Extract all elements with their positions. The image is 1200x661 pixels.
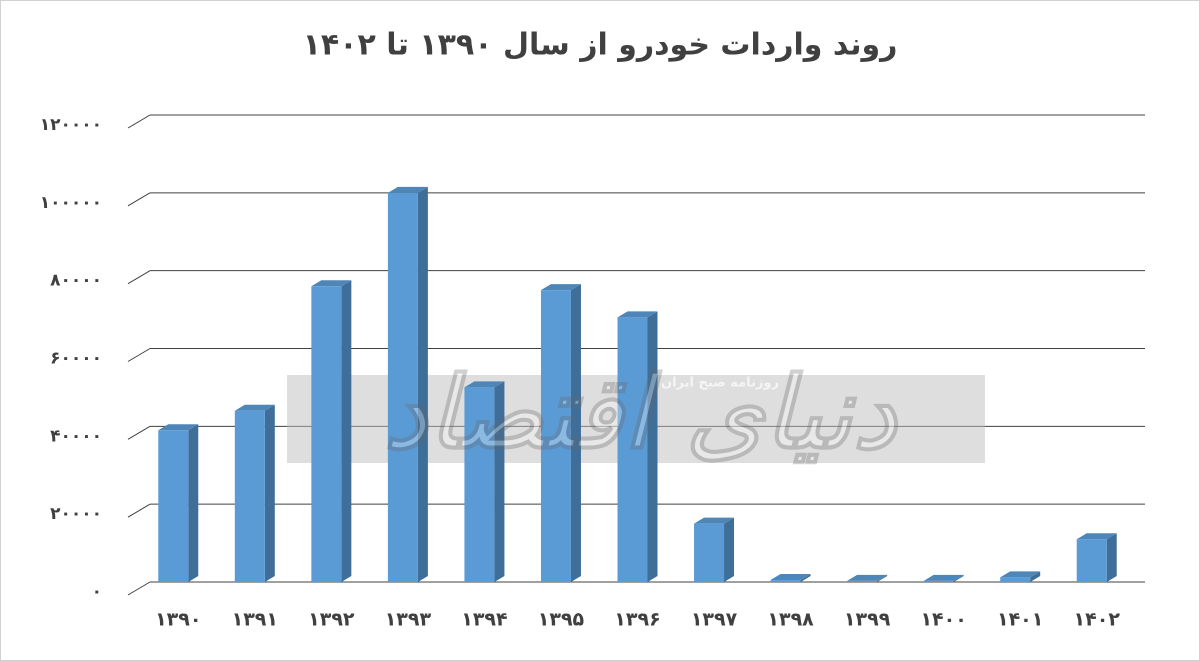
bar: [387, 192, 418, 583]
bar-side: [800, 574, 811, 582]
bar-side: [264, 404, 275, 582]
grid-stub: [127, 581, 151, 596]
chart-title: روند واردات خودرو از سال ۱۳۹۰ تا ۱۴۰۲: [303, 28, 898, 63]
y-tick-label: ۰: [92, 582, 102, 602]
bar-top: [464, 381, 505, 388]
x-tick-label: ۱۳۹۹: [844, 609, 891, 631]
bar: [311, 286, 342, 582]
y-tick-label: ۸۰۰۰۰: [50, 271, 102, 291]
bar-top: [158, 424, 199, 431]
bar: [158, 430, 189, 582]
bar-side: [494, 381, 505, 582]
grid-stub: [127, 114, 151, 129]
watermark-tagline: روزنامه صبح ایران: [661, 376, 779, 391]
bar-top: [311, 280, 352, 287]
bar: [1076, 539, 1107, 582]
bar-side: [341, 280, 352, 582]
bar: [1000, 577, 1031, 582]
x-tick-label: ۱۳۹۳: [385, 609, 432, 631]
grid-stub: [127, 348, 151, 362]
bar-side: [188, 424, 199, 582]
bar: [694, 523, 725, 582]
bar-top: [617, 311, 658, 318]
grid-stub: [127, 503, 151, 518]
x-tick-label: ۱۳۹۲: [308, 609, 355, 631]
bar-top: [694, 517, 735, 524]
x-tick-label: ۱۳۹۷: [691, 609, 738, 631]
x-tick-label: ۱۳۹۰: [155, 609, 201, 631]
bar-side: [724, 517, 735, 582]
bar-top: [770, 574, 811, 581]
bar: [923, 580, 954, 582]
x-tick-label: ۱۴۰۰: [920, 609, 966, 631]
bar-side: [877, 574, 888, 582]
bar-side: [570, 284, 581, 582]
x-tick-label: ۱۳۹۶: [614, 609, 660, 631]
bar: [770, 580, 801, 582]
bar-side: [417, 186, 428, 583]
bar-top: [847, 574, 888, 581]
y-tick-label: ۱۰۰۰۰۰: [40, 193, 102, 213]
bar-top: [1076, 533, 1117, 540]
grid-stub: [127, 425, 151, 440]
y-tick-label: ۲۰۰۰۰: [50, 504, 102, 524]
y-tick-label: ۱۲۰۰۰۰: [40, 115, 102, 135]
x-tick-label: ۱۳۹۸: [767, 609, 814, 631]
y-tick-label: ۶۰۰۰۰: [50, 349, 102, 369]
bar-side: [953, 574, 964, 582]
bar: [540, 290, 571, 582]
bar-top: [1000, 571, 1041, 578]
bar-side: [1106, 533, 1117, 582]
watermark-logo: دنیای اقتصاد: [383, 354, 899, 471]
bar: [847, 580, 878, 582]
bar-top: [234, 404, 275, 411]
x-tick-label: ۱۴۰۱: [997, 609, 1043, 631]
bar: [234, 410, 265, 582]
grid-stub: [127, 192, 151, 207]
bar-top: [923, 574, 964, 581]
x-tick-label: ۱۳۹۱: [232, 609, 278, 631]
bar-side: [647, 311, 658, 582]
grid-stub: [127, 270, 151, 285]
bar-side: [1030, 571, 1041, 582]
x-tick-label: ۱۳۹۴: [461, 609, 507, 631]
bar-top: [540, 284, 581, 291]
bar-top: [387, 186, 428, 193]
y-tick-label: ۴۰۰۰۰: [50, 426, 102, 446]
x-tick-label: ۱۳۹۵: [538, 609, 585, 631]
x-tick-label: ۱۴۰۲: [1074, 609, 1121, 631]
bar: [617, 317, 648, 582]
bar: [464, 387, 495, 582]
